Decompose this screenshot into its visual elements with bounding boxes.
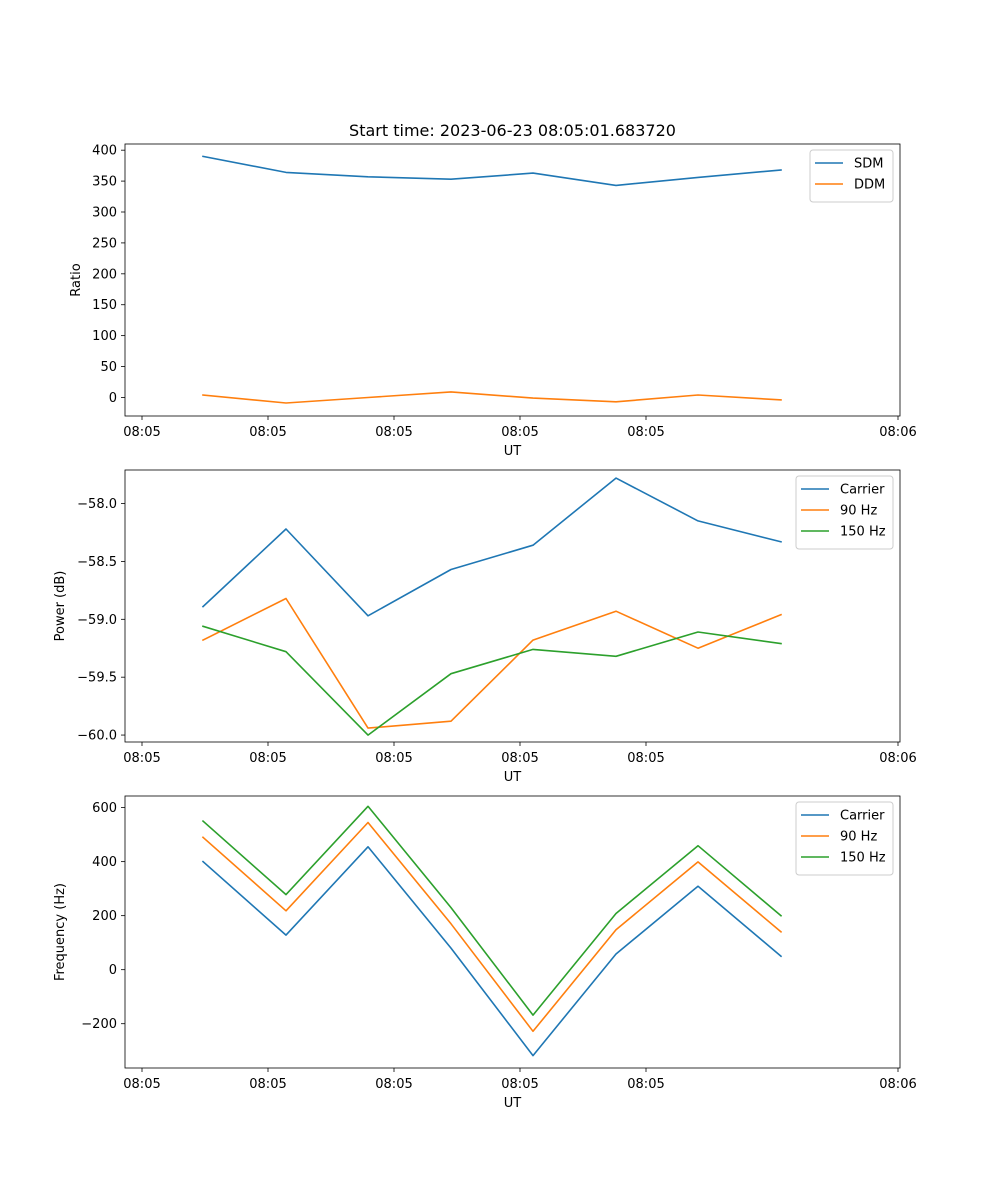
y-tick-label: 150 (92, 298, 117, 313)
x-tick-label: 08:05 (375, 1077, 412, 1092)
x-tick-label: 08:05 (123, 751, 160, 766)
legend-label: Carrier (840, 483, 885, 498)
x-tick-label: 08:06 (879, 751, 916, 766)
series-line-90-hz (201, 821, 783, 1033)
panels: 0 50 100 150 200 250 300 350 400 08:05 08:05 08:05 0… (53, 143, 917, 1111)
panel-1: 0 50 100 150 200 250 300 350 400 08:05 08:05 08:05 0… (69, 143, 917, 459)
x-tick-label: 08:05 (249, 425, 286, 440)
legend-label: SDM (854, 157, 883, 172)
x-tick-label: 08:05 (123, 425, 160, 440)
x-tick-label: 08:05 (501, 1077, 538, 1092)
x-tick-label: 08:05 (375, 425, 412, 440)
y-tick-label: −59.5 (77, 671, 117, 686)
y-tick-label: −58.5 (77, 555, 117, 570)
y-axis-label: Ratio (69, 263, 84, 296)
y-tick-label: 600 (92, 801, 117, 816)
y-tick-label: 400 (92, 855, 117, 870)
legend-label: Carrier (840, 809, 885, 824)
series-line-ddm (202, 391, 782, 404)
y-tick-label: −200 (81, 1017, 117, 1032)
legend-label: 150 Hz (840, 525, 886, 540)
y-tick-label: 0 (109, 391, 117, 406)
axes-frame (124, 469, 901, 743)
y-axis-label: Frequency (Hz) (53, 883, 68, 981)
y-tick-label: 300 (92, 206, 117, 221)
y-tick-label: −58.0 (77, 497, 117, 512)
axes-frame (124, 795, 901, 1069)
x-tick-label: 08:05 (123, 1077, 160, 1092)
legend: SDM DDM (809, 149, 894, 203)
y-tick-label: 200 (92, 267, 117, 282)
x-tick-label: 08:05 (501, 751, 538, 766)
x-tick-label: 08:06 (879, 1077, 916, 1092)
y-tick-label: 50 (100, 360, 117, 375)
y-tick-label: 400 (92, 144, 117, 159)
y-tick-label: −60.0 (77, 729, 117, 744)
legend-label: 150 Hz (840, 851, 886, 866)
y-tick-label: 250 (92, 236, 117, 251)
series-line-90-hz (201, 597, 783, 729)
legend-label: 90 Hz (840, 830, 877, 845)
chart-title: Start time: 2023-06-23 08:05:01.683720 (349, 121, 676, 140)
x-axis-label: UT (504, 1096, 522, 1111)
panel-3: −200 0 200 400 600 08:05 08:05 08:05 08:05 08:05 0… (53, 795, 917, 1111)
series-line-150-hz (201, 805, 783, 1016)
series-line-sdm (202, 155, 782, 187)
x-tick-label: 08:05 (627, 751, 664, 766)
y-tick-label: 100 (92, 329, 117, 344)
x-axis-label: UT (504, 444, 522, 459)
x-tick-label: 08:05 (627, 425, 664, 440)
x-tick-label: 08:06 (879, 425, 916, 440)
axes-frame (124, 143, 901, 417)
x-tick-label: 08:05 (375, 751, 412, 766)
legend-label: DDM (854, 178, 885, 193)
y-tick-label: 0 (109, 963, 117, 978)
panel-2: −60.0 −59.5 −59.0 −58.5 −58.0 08:05 08:05 08:05… (53, 469, 917, 785)
series-line-carrier (201, 477, 782, 617)
series-line-150-hz (202, 625, 782, 736)
legend: Carrier 90 Hz 150 Hz (795, 475, 894, 550)
x-tick-label: 08:05 (627, 1077, 664, 1092)
y-tick-label: 200 (92, 909, 117, 924)
y-axis-label: Power (dB) (53, 571, 68, 642)
x-tick-label: 08:05 (249, 1077, 286, 1092)
x-tick-label: 08:05 (501, 425, 538, 440)
series-line-carrier (201, 845, 783, 1057)
y-tick-label: −59.0 (77, 613, 117, 628)
legend-label: 90 Hz (840, 504, 877, 519)
legend: Carrier 90 Hz 150 Hz (795, 801, 894, 876)
x-axis-label: UT (504, 770, 522, 785)
y-tick-label: 350 (92, 175, 117, 190)
x-tick-label: 08:05 (249, 751, 286, 766)
